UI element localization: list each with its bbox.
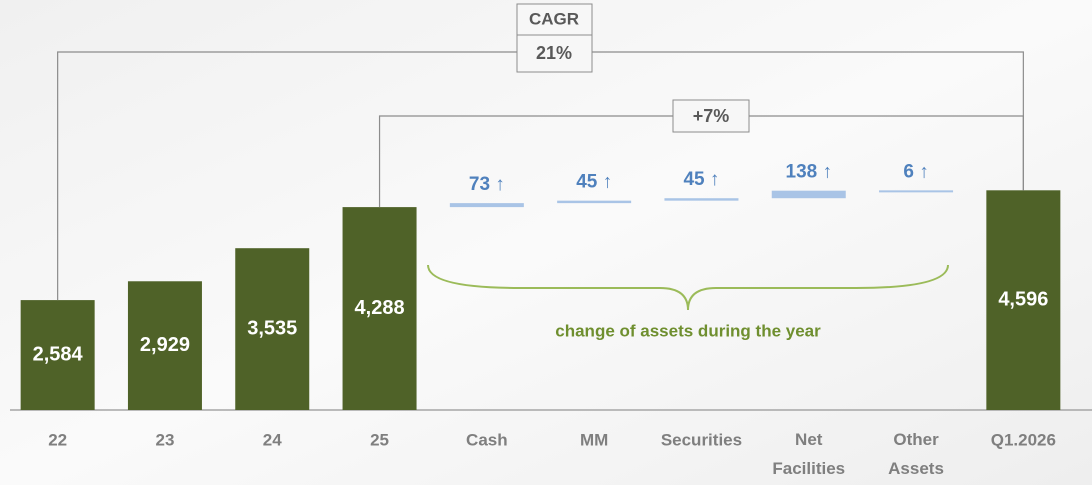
value-label: 4,288 [355, 297, 405, 319]
total-bar [342, 207, 417, 410]
change-label: 138 ↑ [786, 162, 832, 183]
x-tick-label: 25 [370, 430, 389, 449]
total-bar [986, 190, 1061, 410]
change-bar [449, 203, 524, 208]
value-label: 2,929 [140, 334, 190, 356]
growth-box [672, 99, 750, 133]
change-label: 6 ↑ [903, 161, 928, 182]
x-tick-label: Q1.2026 [991, 430, 1056, 449]
change-bar [664, 198, 739, 201]
change-label: 73 ↑ [469, 174, 505, 195]
change-bar [879, 190, 954, 193]
x-tick-label: 24 [263, 430, 282, 449]
growth-value: +7% [693, 106, 730, 126]
x-tick-label: MM [580, 430, 608, 449]
value-label: 3,535 [247, 317, 297, 339]
x-tick-label: Other Assets [888, 430, 944, 478]
annotation: change of assets during the year [555, 321, 821, 340]
change-bar [771, 190, 846, 199]
change-label: 45 ↑ [683, 169, 719, 190]
value-label: 4,596 [998, 288, 1048, 310]
value-label: 2,584 [33, 343, 84, 365]
total-bar [235, 248, 310, 410]
x-tick-label: Securities [661, 430, 742, 449]
x-tick-label: 23 [155, 430, 174, 449]
cagr-title: CAGR [529, 9, 579, 28]
cagr-box [516, 3, 593, 36]
curly-brace [427, 264, 949, 311]
x-tick-label: 22 [48, 430, 67, 449]
total-bar [20, 300, 95, 410]
cagr-value: 21% [536, 43, 572, 63]
x-tick-label: Cash [466, 430, 508, 449]
x-tick-label: Net Facilities [772, 430, 845, 478]
total-bar [127, 281, 202, 410]
change-label: 45 ↑ [576, 172, 612, 193]
cagr-box [516, 34, 593, 73]
change-bar [557, 200, 632, 204]
